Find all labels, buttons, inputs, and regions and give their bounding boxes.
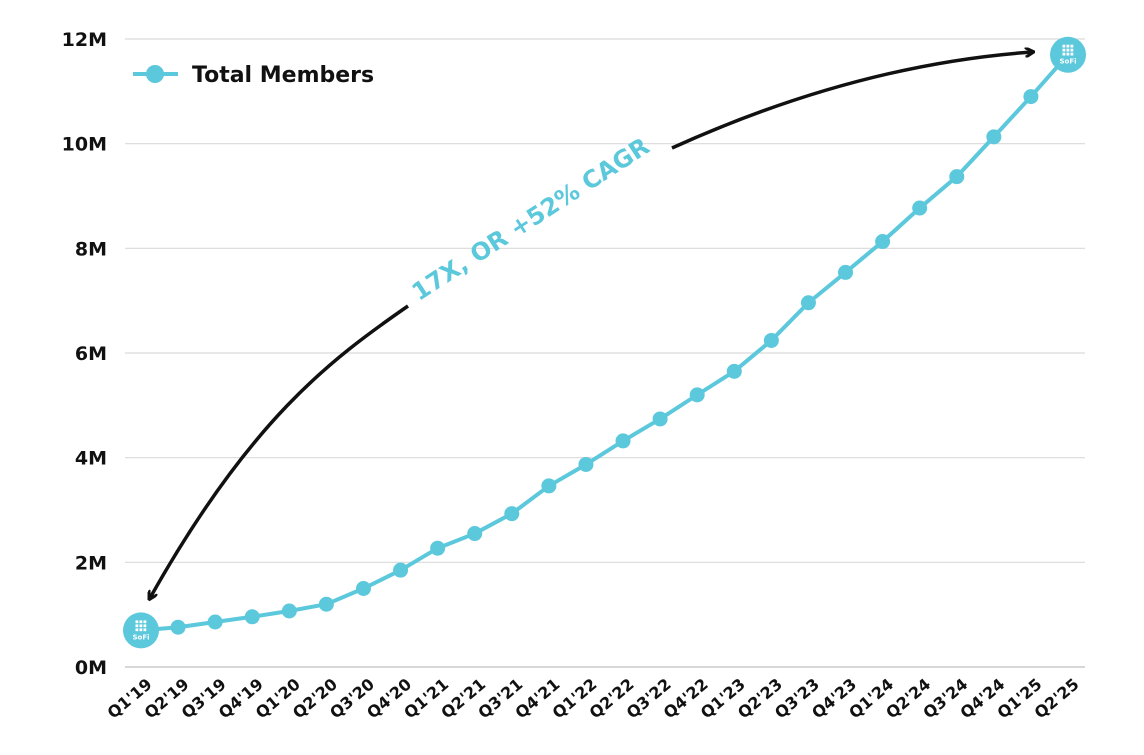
data-point <box>800 295 816 311</box>
legend-label-total-members: Total Members <box>192 63 374 88</box>
data-point <box>986 129 1002 145</box>
data-point-logo: SoFi <box>1050 36 1086 73</box>
sofi-logo-icon <box>135 620 147 632</box>
annotation-arrow-down <box>150 304 409 598</box>
legend-swatch-marker <box>146 65 164 83</box>
data-point <box>541 478 557 494</box>
data-point <box>726 363 742 379</box>
data-point <box>467 526 483 542</box>
series-line <box>140 53 1070 633</box>
y-axis-ticks: 0M 2M 4M 6M 8M 10M 12M <box>62 29 107 679</box>
logo-text: SoFi <box>1059 58 1076 66</box>
data-point <box>615 433 631 449</box>
data-point <box>355 581 371 596</box>
data-point <box>393 562 409 578</box>
data-point <box>838 264 854 280</box>
y-tick-label: 10M <box>62 134 107 156</box>
data-point <box>949 169 965 185</box>
x-axis-ticks: Q1'19Q2'19Q3'19Q4'19Q1'20Q2'20Q3'20Q4'20… <box>104 675 1083 723</box>
y-tick-label: 2M <box>75 552 107 574</box>
data-point <box>1023 89 1039 105</box>
logo-text: SoFi <box>132 633 149 641</box>
y-tick-label: 6M <box>75 343 107 365</box>
data-point-logo: SoFi <box>123 612 159 649</box>
data-point <box>430 540 446 556</box>
data-point <box>207 614 223 630</box>
data-point <box>170 619 186 635</box>
sofi-logo-icon <box>1062 44 1074 56</box>
data-point <box>912 200 928 216</box>
data-point <box>689 387 705 403</box>
series-total-members: SoFi SoFi <box>123 36 1086 649</box>
cagr-annotation: 17X, OR +52% CAGR <box>407 132 654 306</box>
y-tick-label: 4M <box>75 448 107 470</box>
y-tick-label: 12M <box>62 29 107 51</box>
data-point <box>244 609 260 625</box>
data-point <box>652 411 668 427</box>
data-point <box>763 332 779 348</box>
y-tick-label: 0M <box>75 657 107 679</box>
annotation-arrow-up <box>671 52 1032 150</box>
data-point <box>281 603 297 619</box>
gridlines <box>125 38 1085 668</box>
data-point <box>875 234 891 250</box>
data-point <box>578 456 594 472</box>
data-point <box>318 596 334 612</box>
legend: Total Members <box>133 63 374 88</box>
data-point <box>504 506 520 522</box>
y-tick-label: 8M <box>75 238 107 260</box>
